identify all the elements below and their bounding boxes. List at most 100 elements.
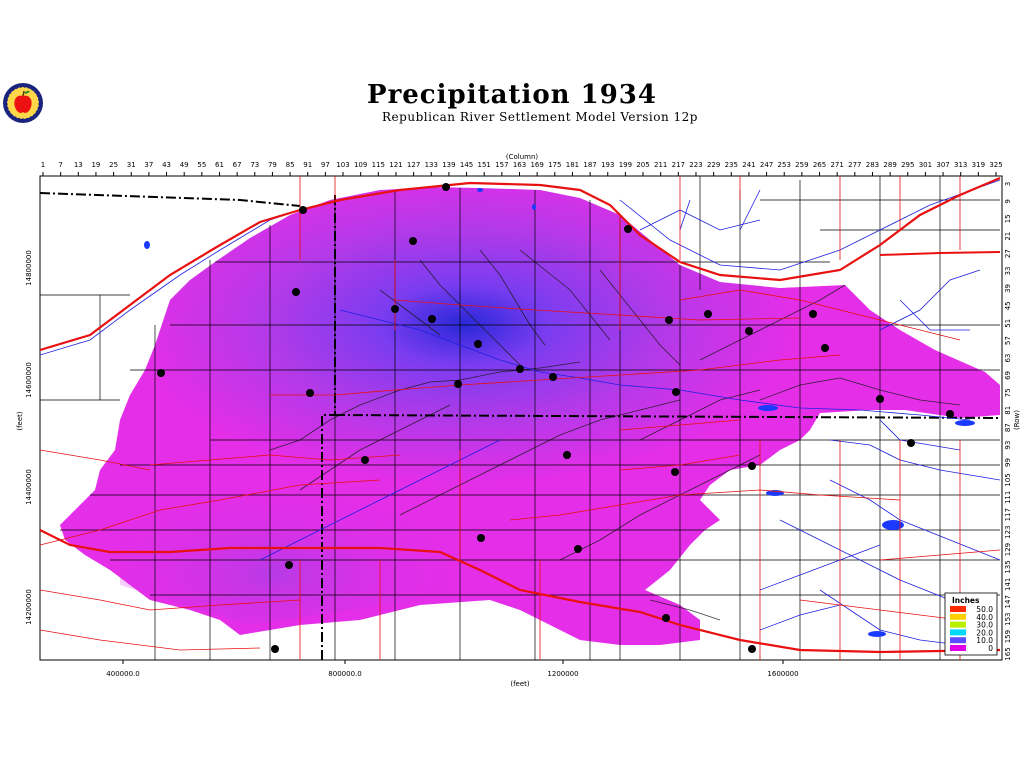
apple-seal-icon xyxy=(3,83,43,123)
row-tick-label: 63 xyxy=(1004,354,1012,363)
column-tick-label: 229 xyxy=(707,161,720,169)
row-tick-label: 15 xyxy=(1004,214,1012,223)
row-tick-label: 123 xyxy=(1004,525,1012,538)
column-tick-label: 169 xyxy=(530,161,543,169)
column-tick-label: 157 xyxy=(495,161,508,169)
reservoirs xyxy=(144,188,975,637)
column-tick-label: 289 xyxy=(883,161,896,169)
column-tick-label: 19 xyxy=(91,161,100,169)
legend-label: 40.0 xyxy=(976,613,993,622)
row-tick-label: 3 xyxy=(1004,182,1012,186)
y-tick-label: 14600000 xyxy=(25,362,33,398)
weather-stations xyxy=(157,183,954,653)
column-tick-label: 115 xyxy=(372,161,385,169)
column-tick-label: 127 xyxy=(407,161,420,169)
column-tick-label: 325 xyxy=(989,161,1002,169)
column-tick-label: 97 xyxy=(321,161,330,169)
roads xyxy=(40,176,1001,660)
column-tick-label: 139 xyxy=(442,161,455,169)
legend-swatch xyxy=(950,606,966,612)
row-tick-label: 75 xyxy=(1004,388,1012,397)
column-tick-label: 145 xyxy=(460,161,473,169)
column-tick-label: 283 xyxy=(866,161,879,169)
column-axis: 1 7 13 19 25 31 37 43 49 55 61 67 73 79 85 91 97 103 109 11… xyxy=(41,161,1003,176)
y-tick-label: 14800000 xyxy=(25,250,33,286)
x-tick-label: 1200000 xyxy=(547,670,578,678)
column-tick-label: 199 xyxy=(619,161,632,169)
column-tick-label: 259 xyxy=(795,161,808,169)
column-tick-label: 277 xyxy=(848,161,861,169)
legend-swatch xyxy=(950,621,966,628)
row-tick-label: 21 xyxy=(1004,232,1012,241)
column-tick-label: 319 xyxy=(972,161,985,169)
x-axis: 400000.0 800000.0 1200000 1600000 xyxy=(106,660,799,678)
column-tick-label: 61 xyxy=(215,161,224,169)
y-axis-label: (feet) xyxy=(16,411,24,431)
x-tick-label: 1600000 xyxy=(767,670,798,678)
legend-title: Inches xyxy=(952,596,980,605)
column-tick-label: 55 xyxy=(197,161,206,169)
row-tick-label: 165 xyxy=(1004,647,1012,660)
row-tick-label: 141 xyxy=(1004,578,1012,591)
column-tick-label: 217 xyxy=(672,161,685,169)
legend-label: 30.0 xyxy=(976,621,993,630)
column-tick-label: 1 xyxy=(41,161,45,169)
column-tick-label: 133 xyxy=(425,161,438,169)
column-tick-label: 295 xyxy=(901,161,914,169)
column-axis-label: (Column) xyxy=(506,153,539,161)
column-tick-label: 31 xyxy=(127,161,136,169)
column-tick-label: 313 xyxy=(954,161,967,169)
column-tick-label: 121 xyxy=(389,161,402,169)
row-axis: 3915212733394551576369758187939910511111… xyxy=(1004,182,1012,661)
legend-label: 10.0 xyxy=(976,636,993,645)
column-tick-label: 163 xyxy=(513,161,526,169)
row-tick-label: 27 xyxy=(1004,249,1012,258)
y-tick-label: 14200000 xyxy=(25,589,33,625)
row-tick-label: 69 xyxy=(1004,371,1012,380)
row-tick-label: 105 xyxy=(1004,473,1012,486)
legend-label: 50.0 xyxy=(976,605,993,614)
column-tick-label: 85 xyxy=(286,161,295,169)
row-tick-label: 153 xyxy=(1004,612,1012,625)
row-tick-label: 99 xyxy=(1004,458,1012,467)
row-tick-label: 111 xyxy=(1004,491,1012,504)
legend-label: 20.0 xyxy=(976,628,993,637)
row-tick-label: 45 xyxy=(1004,301,1012,310)
legend-swatch xyxy=(950,645,966,651)
x-tick-label: 800000.0 xyxy=(328,670,361,678)
column-tick-label: 193 xyxy=(601,161,614,169)
row-tick-label: 147 xyxy=(1004,595,1012,608)
column-tick-label: 25 xyxy=(109,161,118,169)
column-tick-label: 271 xyxy=(830,161,843,169)
column-tick-label: 247 xyxy=(760,161,773,169)
row-tick-label: 159 xyxy=(1004,630,1012,643)
x-tick-label: 400000.0 xyxy=(106,670,139,678)
row-tick-label: 117 xyxy=(1004,508,1012,521)
column-tick-label: 205 xyxy=(636,161,649,169)
row-tick-label: 93 xyxy=(1004,441,1012,450)
legend-label: 0 xyxy=(988,644,993,653)
row-tick-label: 81 xyxy=(1004,406,1012,415)
legend-swatch xyxy=(950,637,966,644)
column-tick-label: 67 xyxy=(233,161,242,169)
row-tick-label: 33 xyxy=(1004,267,1012,276)
column-tick-label: 241 xyxy=(742,161,755,169)
state-boundaries xyxy=(40,192,1001,660)
row-axis-label: (Row) xyxy=(1013,410,1021,430)
column-tick-label: 187 xyxy=(583,161,596,169)
column-tick-label: 49 xyxy=(180,161,189,169)
legend: Inches 50.040.030.020.010.00 xyxy=(944,592,998,656)
column-tick-label: 235 xyxy=(725,161,738,169)
map-subtitle: Republican River Settlement Model Versio… xyxy=(382,110,698,124)
row-tick-label: 57 xyxy=(1004,336,1012,345)
x-axis-label: (feet) xyxy=(510,680,530,688)
column-tick-label: 109 xyxy=(354,161,367,169)
map-title: Precipitation 1934 xyxy=(367,80,657,110)
row-tick-label: 39 xyxy=(1004,284,1012,293)
row-tick-label: 129 xyxy=(1004,543,1012,556)
y-axis: 14800000 14600000 14400000 14200000 xyxy=(25,250,33,625)
row-tick-label: 9 xyxy=(1004,199,1012,203)
column-tick-label: 103 xyxy=(336,161,349,169)
column-tick-label: 73 xyxy=(250,161,259,169)
